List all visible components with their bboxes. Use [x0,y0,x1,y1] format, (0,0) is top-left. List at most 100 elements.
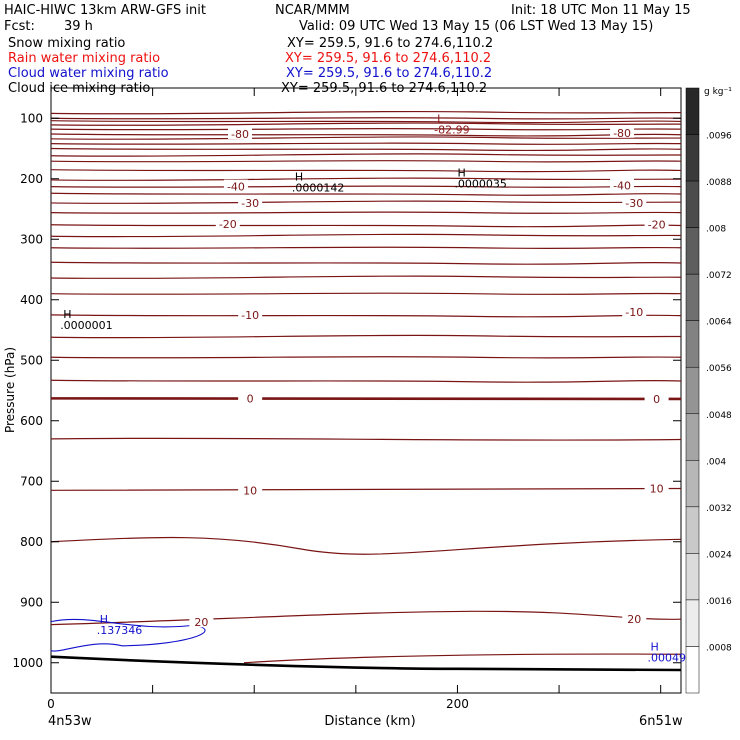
colorbar-swatch [685,460,700,508]
contour-label: 0 [247,392,254,405]
y-tick-label: 300 [20,232,43,246]
contour-label-bg [622,304,647,317]
field-rain-name: Rain water mixing ratio [8,51,160,66]
colorbar-tick-label: .0048 [706,411,732,421]
colorbar-tick-label: .0064 [706,318,732,328]
extremum-value: -82.99 [434,123,469,136]
contour-label: -10 [241,309,259,322]
contour-label: 10 [650,483,664,496]
temperature-contour [50,224,682,228]
temperature-contour [50,314,682,318]
contour-label: 0 [653,393,660,406]
colorbar-tick-label: .0008 [706,643,732,653]
temperature-contour [50,142,682,145]
temperature-contour [50,334,682,339]
temperature-contour [50,261,682,265]
temperature-contour [50,160,682,163]
y-tick-label: 1000 [12,656,43,670]
contour-label-bg [228,126,252,139]
valid-time: Valid: 09 UTC Wed 13 May 15 (06 LST Wed … [299,19,653,34]
extremum-marker: H [63,308,71,321]
field-rain-xy: XY= 259.5, 91.6 to 274.6,110.2 [285,51,491,66]
temperature-contour [50,233,682,238]
colorbar: g kg⁻¹ .0096 .0088 .008 .0072 .0064 .0056 .0048… [685,87,732,694]
contour-label: -80 [231,128,249,141]
temperature-contour [50,120,682,124]
contour-label: -30 [625,197,643,210]
fcst-label: Fcst: [4,19,35,34]
freezing-level-contour [50,396,682,401]
y-tick-label: 900 [20,595,43,609]
colorbar-swatch [685,320,700,368]
colorbar-swatch [685,273,700,321]
contour-label: -30 [241,197,259,210]
contour-label: -40 [227,181,245,194]
contour-label-bg [238,307,263,320]
y-tick-label: 500 [20,353,43,367]
contour-label-bg [644,217,669,230]
cloud-water-contour [50,618,206,652]
x-endpoint-right: 6n51w [639,714,683,729]
temperature-contour [50,379,682,383]
temperature-contour [50,246,682,250]
x-tick-label: 200 [446,697,469,711]
colorbar-swatch [685,506,700,554]
contour-label-bg [622,195,647,208]
extremum-value: .0000001 [60,319,113,332]
colorbar-swatch [685,180,700,228]
extremum-value: .00049 [648,652,687,665]
x-endpoint-left: 4n53w [48,714,92,729]
contour-label-bg [215,217,240,230]
temperature-contour [50,211,682,214]
temperature-contours: -80 -80 -40 -40 -30 -30 -20 -20 -10 -10 0 0 10 10 20 20 [50,110,682,672]
terrain-line [50,655,682,672]
temperature-contour [50,147,682,152]
contour-label: -10 [625,306,643,319]
colorbar-tick-label: .0096 [706,132,732,142]
org-label: NCAR/MMM [275,3,350,18]
y-tick-label: 100 [20,111,43,125]
contour-label: -80 [613,127,631,140]
y-tick-label: 400 [20,293,43,307]
extremum-marker: H [651,641,659,654]
contour-label-bg [644,391,669,404]
field-snow-xy: XY= 259.5, 91.6 to 274.6,110.2 [287,36,493,51]
extrema-labels: L-82.99H.0000142H.0000035H.0000001H.1373… [60,112,686,664]
contour-label-bg [223,179,248,192]
colorbar-tick-label: .0088 [706,178,732,188]
colorbar-tick-label: .004 [706,457,726,467]
temperature-contour [50,536,682,555]
temperature-contour [50,356,682,359]
temperature-contour [50,292,682,296]
temperature-contour [244,653,682,664]
contour-label: -40 [613,179,631,192]
temperature-contour [50,136,682,140]
field-cloudice-xy: XY= 259.5, 91.6 to 274.6,110.2 [281,81,487,96]
contour-label: 10 [243,484,257,497]
temperature-contour [50,610,682,626]
temperature-contour [50,200,682,204]
colorbar-tick-label: .0072 [706,271,732,281]
contour-label-bg [238,483,263,496]
colorbar-swatch [685,87,700,135]
colorbar-swatch [685,553,700,601]
x-axis-label: Distance (km) [324,714,415,729]
extremum-marker: H [295,171,303,184]
temperature-contour [50,122,682,126]
plot-frame [50,87,682,694]
y-axis-label: Pressure (hPa) [3,347,17,433]
temperature-contour [50,169,682,173]
colorbar-swatch [685,134,700,182]
field-snow-name: Snow mixing ratio [8,36,125,51]
temperature-contour [50,275,682,280]
contour-label-bg [238,391,263,404]
extremum-value: .0000142 [292,182,345,195]
extremum-value: .0000035 [454,177,507,190]
field-cloudwater-name: Cloud water mixing ratio [8,66,169,81]
contour-label-bg [610,125,635,138]
colorbar-swatch [685,646,700,694]
y-tick-label: 200 [20,172,43,186]
field-cloudwater-xy: XY= 259.5, 91.6 to 274.6,110.2 [286,66,492,81]
fcst-value: 39 h [64,19,93,34]
contour-label-bg [189,615,214,628]
